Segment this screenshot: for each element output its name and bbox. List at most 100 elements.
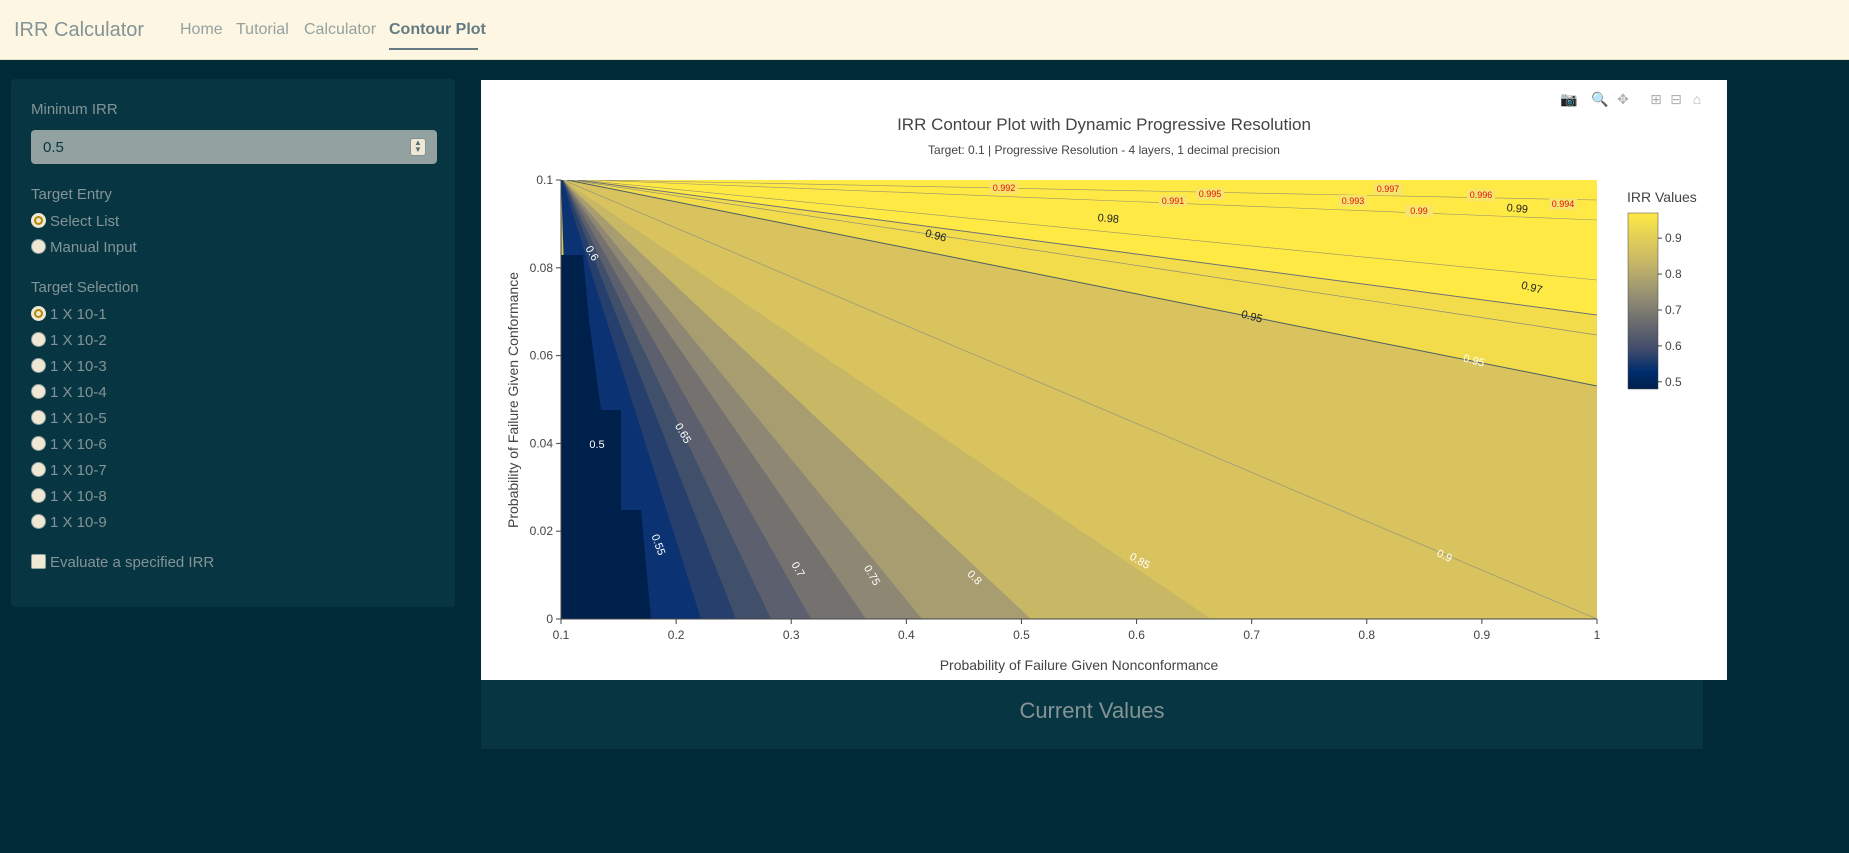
contour-label-red: 0.993 <box>1342 196 1365 206</box>
brand-title[interactable]: IRR Calculator <box>14 19 145 41</box>
colorbar-tick-label: 0.8 <box>1665 267 1682 281</box>
y-axis: 0 0.02 0.04 0.06 0.08 0.1 Probability of Fail… <box>505 173 562 626</box>
min-irr-value: 0.5 <box>43 139 64 156</box>
nav-contour-plot[interactable]: Contour Plot <box>389 21 486 38</box>
contour-label-red: 0.997 <box>1377 184 1400 194</box>
radio-target-2[interactable] <box>31 332 46 347</box>
min-irr-label: Mininum IRR <box>31 101 118 118</box>
plot-subtitle: Target: 0.1 | Progressive Resolution - 4… <box>928 143 1280 157</box>
colorbar-tick-label: 0.5 <box>1665 375 1682 389</box>
contour-label-red: 0.991 <box>1162 196 1185 206</box>
option-target-9[interactable]: 1 X 10-9 <box>50 514 107 531</box>
contour-label-red: 0.992 <box>993 183 1016 193</box>
contour-bands <box>561 180 1597 619</box>
colorbar-tick-label: 0.9 <box>1665 231 1682 245</box>
option-target-1[interactable]: 1 X 10-1 <box>50 306 107 323</box>
contour-label-red: 0.994 <box>1552 199 1575 209</box>
contour-label-red-bg <box>1196 188 1224 200</box>
radio-target-1[interactable] <box>31 306 46 321</box>
contour-label-white: 0.5 <box>589 439 604 451</box>
option-target-7[interactable]: 1 X 10-7 <box>50 462 107 479</box>
pan-icon[interactable]: ✥ <box>1617 91 1629 107</box>
x-tick-label: 0.6 <box>1128 628 1145 642</box>
camera-icon[interactable]: 📷 <box>1560 91 1578 107</box>
spinner-icon[interactable]: ▲ ▼ <box>410 138 426 156</box>
option-target-3[interactable]: 1 X 10-3 <box>50 358 107 375</box>
option-target-6[interactable]: 1 X 10-6 <box>50 436 107 453</box>
y-tick-label: 0.02 <box>530 524 554 538</box>
x-axis-label: Probability of Failure Given Nonconforma… <box>940 657 1219 673</box>
x-tick-label: 0.2 <box>668 628 685 642</box>
x-tick-label: 0.7 <box>1243 628 1260 642</box>
x-tick-label: 1 <box>1594 628 1601 642</box>
contour-label-black: 0.96 <box>924 228 948 245</box>
x-tick-label: 0.3 <box>783 628 800 642</box>
radio-target-4[interactable] <box>31 384 46 399</box>
y-tick-label: 0.1 <box>536 173 553 187</box>
option-target-8[interactable]: 1 X 10-8 <box>50 488 107 505</box>
contour-label-white: 0.9 <box>1435 548 1454 565</box>
current-values-panel: Current Values <box>481 680 1703 749</box>
option-manual-input[interactable]: Manual Input <box>50 239 137 256</box>
plot-title: IRR Contour Plot with Dynamic Progressiv… <box>897 115 1311 134</box>
y-axis-label: Probability of Failure Given Conformance <box>505 272 521 528</box>
radio-target-6[interactable] <box>31 436 46 451</box>
contour-label-red-bg <box>1405 205 1433 217</box>
contour-label-black: 0.95 <box>1240 309 1264 326</box>
active-tab-underline <box>389 48 478 50</box>
contour-label-black: 0.97 <box>1520 280 1544 297</box>
contour-label-red-bg <box>990 182 1018 194</box>
y-tick-label: 0.06 <box>530 349 554 363</box>
radio-target-9[interactable] <box>31 514 46 529</box>
nav-tutorial[interactable]: Tutorial <box>236 21 289 38</box>
y-tick-label: 0.08 <box>530 261 554 275</box>
zoom-in-icon[interactable]: ⊞ <box>1650 91 1662 107</box>
current-values-title: Current Values <box>1019 698 1165 723</box>
zoom-icon[interactable]: 🔍 <box>1591 91 1609 107</box>
contour-label-red: 0.995 <box>1199 189 1222 199</box>
x-tick-label: 0.8 <box>1358 628 1375 642</box>
zoom-out-icon[interactable]: ⊟ <box>1670 91 1682 107</box>
colorbar-bar <box>1627 212 1659 390</box>
min-irr-input[interactable]: 0.5 ▲ ▼ <box>31 130 437 164</box>
sidebar-panel: Mininum IRR 0.5 ▲ ▼ Target Entry Select L… <box>11 79 455 607</box>
target-selection-label: Target Selection <box>31 279 139 296</box>
contour-label-red-bg <box>1467 189 1495 201</box>
option-target-2[interactable]: 1 X 10-2 <box>50 332 107 349</box>
nav-calculator[interactable]: Calculator <box>304 21 377 38</box>
nav-home[interactable]: Home <box>180 21 223 38</box>
x-axis: 0.1 0.2 0.3 0.4 0.5 0.6 0.7 0.8 0.9 1 Probability… <box>553 618 1601 673</box>
option-target-5[interactable]: 1 X 10-5 <box>50 410 107 427</box>
y-tick-label: 0 <box>546 612 553 626</box>
contour-label-black: 0.98 <box>1097 212 1119 226</box>
y-tick-label: 0.04 <box>530 436 554 450</box>
contour-label-black: 0.99 <box>1506 202 1528 216</box>
evaluate-irr-checkbox[interactable] <box>31 554 46 569</box>
x-tick-label: 0.5 <box>1013 628 1030 642</box>
evaluate-irr-label[interactable]: Evaluate a specified IRR <box>50 554 215 571</box>
radio-select-list[interactable] <box>31 213 46 228</box>
radio-target-7[interactable] <box>31 462 46 477</box>
option-target-4[interactable]: 1 X 10-4 <box>50 384 107 401</box>
radio-target-5[interactable] <box>31 410 46 425</box>
x-tick-label: 0.9 <box>1474 628 1491 642</box>
x-tick-label: 0.4 <box>898 628 915 642</box>
colorbar-tick-label: 0.7 <box>1665 303 1682 317</box>
option-select-list[interactable]: Select List <box>50 213 120 230</box>
contour-label-red-bg <box>1549 198 1577 210</box>
navbar: IRR Calculator Home Tutorial Calculator … <box>0 0 1849 60</box>
x-tick-label: 0.1 <box>553 628 570 642</box>
home-icon[interactable]: ⌂ <box>1692 91 1702 107</box>
contour-plot[interactable]: IRR Contour Plot with Dynamic Progressiv… <box>481 80 1727 680</box>
contour-label-red-bg <box>1374 183 1402 195</box>
colorbar-tick-label: 0.6 <box>1665 339 1682 353</box>
radio-target-8[interactable] <box>31 488 46 503</box>
colorbar-title: IRR Values <box>1627 189 1697 205</box>
contour-label-red: 0.99 <box>1410 206 1428 216</box>
radio-manual-input[interactable] <box>31 239 46 254</box>
radio-target-3[interactable] <box>31 358 46 373</box>
colorbar: IRR Values 0.5 0.6 0.7 0.8 0.9 <box>1627 189 1697 390</box>
contour-label-red-bg <box>1339 195 1367 207</box>
contour-label-red-bg <box>1159 195 1187 207</box>
contour-plot-card: 📷 🔍 ✥ ⊞ ⊟ ⌂ IRR Contour Plot with Dynami… <box>481 80 1727 680</box>
